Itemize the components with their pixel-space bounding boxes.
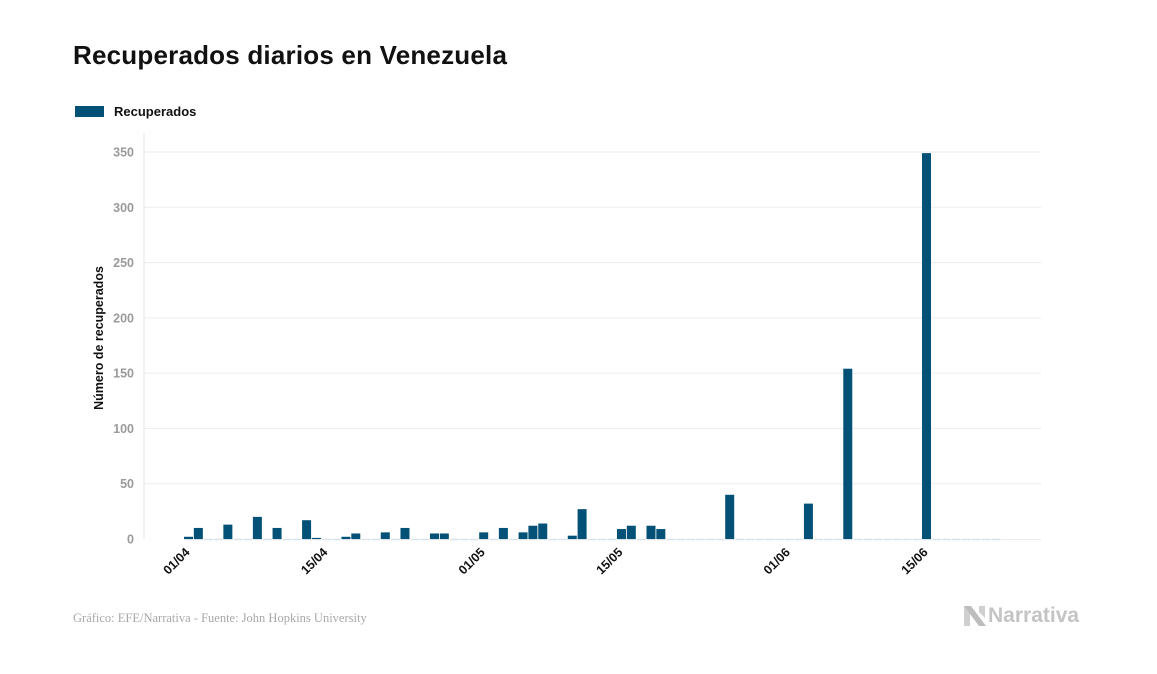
source-note: Gráfico: EFE/Narrativa - Fuente: John Ho…	[73, 611, 367, 625]
bar-16-05	[626, 525, 636, 539]
legend: Recuperados	[75, 104, 196, 119]
y-tick-label: 350	[113, 146, 134, 160]
bar-02-04	[193, 527, 203, 539]
y-tick-label: 200	[113, 311, 134, 325]
legend-swatch	[75, 106, 104, 117]
bar-21-04	[380, 532, 390, 539]
y-tick-label: 100	[113, 422, 134, 436]
bar-18-05	[646, 525, 656, 539]
x-tick-label: 15/05	[594, 545, 626, 577]
bar-05-04	[223, 524, 233, 539]
bar-14-04	[311, 537, 321, 539]
y-tick-label: 250	[113, 256, 134, 270]
bar-17-04	[341, 536, 351, 539]
x-tick-label: 15/06	[899, 545, 931, 577]
x-tick-label: 01/05	[456, 545, 488, 577]
bar-11-05	[577, 509, 587, 539]
bar-10-04	[272, 527, 282, 539]
chart-title: Recuperados diarios en Venezuela	[73, 40, 508, 70]
x-axis: 01/04 15/04 01/05 15/05 01/06 15/06	[161, 545, 931, 577]
bar-10-05	[567, 535, 577, 539]
bar-08-04	[252, 516, 262, 539]
bar-07-05	[538, 523, 548, 539]
brand-name: Narrativa	[988, 604, 1080, 627]
bar-05-05	[518, 532, 528, 539]
bar-01-05	[479, 532, 489, 539]
bar-26-05	[725, 494, 735, 539]
bar-15-06	[922, 153, 931, 539]
bar-01-04	[184, 536, 193, 539]
brand-logo: Narrativa	[964, 604, 1079, 628]
y-tick-label: 0	[127, 533, 134, 547]
bar-19-05	[656, 529, 666, 539]
bar-03-06	[803, 503, 813, 539]
bar-15-05	[616, 529, 626, 539]
legend-label: Recuperados	[114, 104, 197, 119]
bar-27-04	[439, 533, 449, 539]
y-tick-label: 300	[113, 201, 134, 215]
bar-06-05	[528, 525, 538, 539]
x-tick-label: 01/04	[161, 545, 193, 577]
bar-23-04	[400, 527, 410, 539]
gridlines	[144, 151, 1041, 485]
y-axis-label: Número de recuperados	[92, 266, 106, 410]
y-axis: 0 50 100 150 200 250 300 350	[113, 133, 145, 547]
x-tick-label: 01/06	[761, 545, 793, 577]
bar-07-06	[843, 368, 853, 539]
bar-13-04	[302, 520, 312, 539]
y-tick-label: 50	[120, 477, 134, 491]
bar-26-04	[430, 533, 439, 539]
x-tick-label: 15/04	[298, 545, 330, 577]
narrativa-logo-icon	[964, 606, 986, 626]
bars	[184, 153, 931, 539]
bar-03-05	[498, 527, 508, 539]
bar-18-04	[351, 533, 361, 539]
y-tick-label: 150	[113, 367, 134, 381]
